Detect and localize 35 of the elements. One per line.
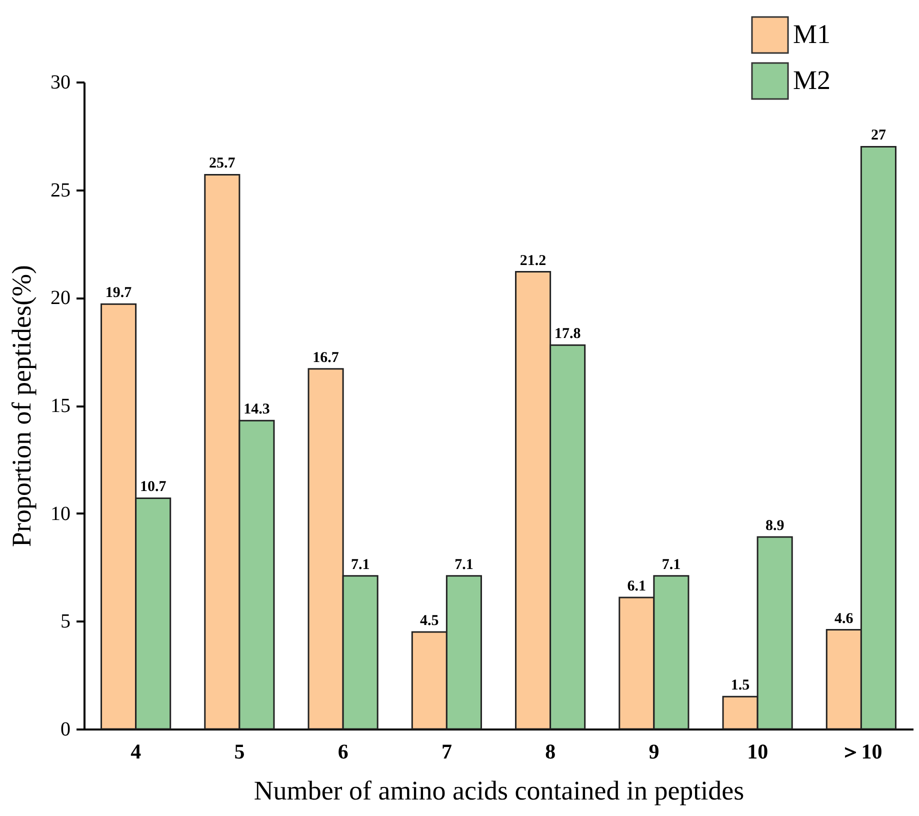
x-tick-label: ＞10 [840,740,882,764]
y-tick-label: 30 [50,72,70,94]
x-tick-label: 5 [234,740,245,764]
data-label: 16.7 [312,350,340,366]
data-label: 7.1 [662,556,681,573]
y-tick-label: 0 [60,718,70,740]
data-label: 25.7 [209,156,236,172]
data-label: 4.6 [834,610,854,627]
x-axis-title: Number of amino acids contained in peptides [254,776,744,806]
x-tick-label: 7 [441,740,452,764]
data-label: 19.7 [105,285,132,302]
x-tick-label: 4 [130,740,142,764]
data-label: 10.7 [140,479,167,496]
x-tick-label: 6 [338,740,348,764]
y-tick-label: 10 [50,502,70,525]
data-label: 6.1 [627,578,646,594]
x-tick-label: 10 [747,740,768,764]
data-label: 21.2 [520,252,546,269]
data-label: 27 [870,128,886,144]
x-tick-label: 9 [648,740,660,764]
y-axis-title: Proportion of peptides(%) [6,265,36,547]
data-label: 14.3 [244,402,270,418]
data-label: 1.5 [730,678,750,694]
y-tick-label: 5 [60,610,70,633]
data-label: 17.8 [554,326,581,342]
data-label: 4.5 [420,612,439,629]
legend-label: M1 [793,19,831,49]
data-label: 7.1 [454,556,474,573]
data-label: 8.9 [765,518,784,534]
y-tick-label: 15 [50,395,70,417]
data-label: 7.1 [350,556,370,573]
x-tick-label: 8 [545,740,556,764]
legend-label: M2 [793,65,831,95]
y-tick-label: 25 [50,179,70,202]
y-tick-label: 20 [50,287,70,310]
